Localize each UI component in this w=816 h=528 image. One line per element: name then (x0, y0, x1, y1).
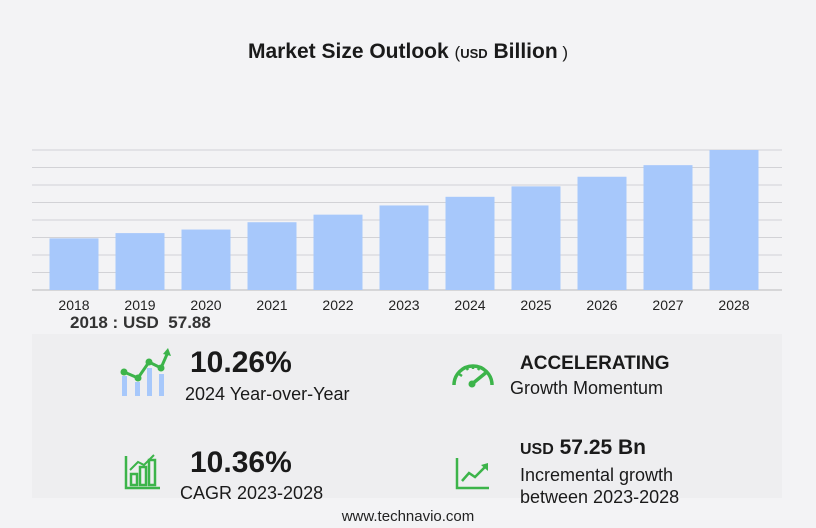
bar-2019 (115, 233, 165, 290)
momentum-value: ACCELERATING (520, 353, 670, 374)
growth-chart-icon (120, 348, 171, 396)
bar-2025 (511, 186, 561, 290)
tick-label-2021: 2021 (256, 297, 287, 313)
tick-label-2025: 2025 (520, 297, 551, 313)
bar-2028 (709, 150, 759, 290)
title-unit: USD (460, 46, 488, 61)
kpi-panel (32, 334, 782, 498)
chart-title: Market Size Outlook (USD Billion ) (247, 40, 569, 63)
footer-url: www.technavio.com (341, 508, 475, 525)
title-sub: Billion (493, 40, 558, 63)
bar-2023 (379, 205, 429, 290)
bar-2022 (313, 214, 363, 290)
incremental-value: USD 57.25 Bn (520, 436, 647, 459)
tick-label-2028: 2028 (718, 297, 749, 313)
bar-2026 (577, 176, 627, 290)
tick-label-2018: 2018 (58, 297, 89, 313)
bar-2027 (643, 165, 693, 290)
bar-2021 (247, 222, 297, 290)
yoy-value: 10.26% (190, 346, 292, 379)
cagr-value: 10.36% (190, 446, 292, 479)
tick-label-2022: 2022 (322, 297, 353, 313)
title-main: Market Size Outlook (247, 40, 449, 63)
bar-2024 (445, 196, 495, 290)
incremental-label-1: Incremental growth (520, 465, 674, 485)
incremental-label-2: between 2023-2028 (520, 487, 680, 507)
momentum-label: Growth Momentum (510, 378, 664, 398)
tick-label-2020: 2020 (190, 297, 221, 313)
base-year-label: 2018 : USD 57.88 (70, 313, 211, 332)
bar-2020 (181, 229, 231, 290)
speedometer-icon (452, 364, 494, 388)
yoy-label: 2024 Year-over-Year (185, 384, 350, 404)
tick-label-2023: 2023 (388, 297, 419, 313)
cagr-label: CAGR 2023-2028 (180, 483, 324, 503)
tick-label-2019: 2019 (124, 297, 155, 313)
tick-label-2027: 2027 (652, 297, 683, 313)
bar-growth-icon (124, 454, 160, 490)
tick-label-2024: 2024 (454, 297, 485, 313)
trend-line-icon (455, 458, 489, 490)
bar-2018 (49, 238, 99, 290)
bar-chart: 2018 2019 2020 2021 2022 2023 2024 2025 2026 2027… (32, 149, 782, 313)
tick-label-2026: 2026 (586, 297, 617, 313)
